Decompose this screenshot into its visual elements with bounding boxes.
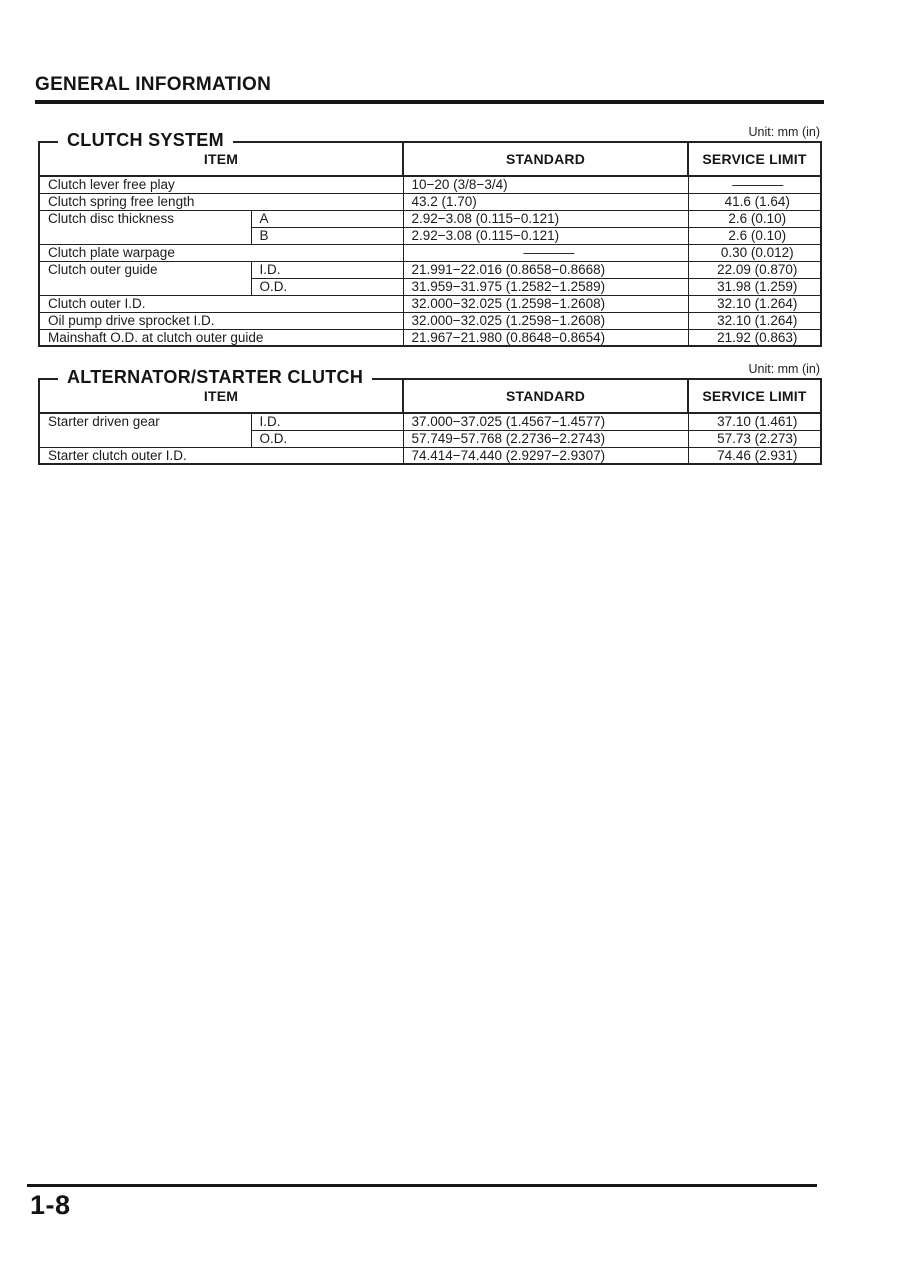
footer-rule (27, 1184, 817, 1187)
table-row: Mainshaft O.D. at clutch outer guide 21.… (38, 328, 822, 347)
item-cell: Mainshaft O.D. at clutch outer guide (38, 328, 404, 347)
sub-item-cell: O.D. (250, 429, 404, 448)
item-cell: Clutch outer I.D. (38, 294, 404, 313)
service-limit-cell: 2.6 (0.10) (687, 226, 822, 245)
unit-label: Unit: mm (in) (748, 125, 820, 139)
item-cell: Starter clutch outer I.D. (38, 446, 404, 465)
service-limit-cell: 41.6 (1.64) (687, 192, 822, 211)
service-limit-cell: 32.10 (1.264) (687, 294, 822, 313)
standard-cell: 57.749−57.768 (2.2736−2.2743) (402, 429, 689, 448)
column-header-standard: STANDARD (402, 141, 689, 177)
sub-item-cell: O.D. (250, 277, 404, 296)
table-row: Starter clutch outer I.D. 74.414−74.440 … (38, 446, 822, 465)
standard-cell: 31.959−31.975 (1.2582−1.2589) (402, 277, 689, 296)
section-title-clutch-system: CLUTCH SYSTEM (58, 129, 233, 152)
standard-cell: 43.2 (1.70) (402, 192, 689, 211)
table-row: Oil pump drive sprocket I.D. 32.000−32.0… (38, 311, 822, 330)
column-header-standard: STANDARD (402, 378, 689, 414)
table-row: Clutch plate warpage ———— 0.30 (0.012) (38, 243, 822, 262)
table-row: B 2.92−3.08 (0.115−0.121) 2.6 (0.10) (39, 226, 822, 245)
clutch-system-section: Unit: mm (in) CLUTCH SYSTEM ITEM STANDAR… (38, 125, 822, 347)
standard-cell: ———— (402, 243, 689, 262)
item-cell: Clutch plate warpage (38, 243, 404, 262)
standard-cell: 2.92−3.08 (0.115−0.121) (402, 226, 689, 245)
service-limit-cell: 74.46 (2.931) (687, 446, 822, 465)
service-limit-cell: 57.73 (2.273) (687, 429, 822, 448)
table-row: Clutch spring free length 43.2 (1.70) 41… (38, 192, 822, 211)
table-row: Clutch outer guide I.D. 21.991−22.016 (0… (38, 260, 822, 296)
sub-item-cell: I.D. (250, 260, 404, 279)
service-limit-cell: 31.98 (1.259) (687, 277, 822, 296)
section-title-alternator-starter-clutch: ALTERNATOR/STARTER CLUTCH (58, 366, 373, 389)
clutch-system-table: ITEM STANDARD SERVICE LIMIT Clutch lever… (38, 141, 822, 347)
standard-cell: 2.92−3.08 (0.115−0.121) (402, 209, 689, 228)
unit-label: Unit: mm (in) (748, 362, 820, 376)
service-limit-cell: 21.92 (0.863) (687, 328, 822, 347)
column-header-service-limit: SERVICE LIMIT (687, 378, 822, 414)
service-limit-cell: 22.09 (0.870) (687, 260, 822, 279)
item-cell: Clutch outer guide (38, 260, 252, 296)
page-number: 1-8 (30, 1190, 71, 1220)
standard-cell: 32.000−32.025 (1.2598−1.2608) (402, 294, 689, 313)
item-cell: Clutch lever free play (38, 175, 404, 194)
table-row: Clutch lever free play 10−20 (3/8−3/4) —… (38, 175, 822, 194)
sub-item-cell: I.D. (250, 412, 404, 431)
service-limit-cell: 2.6 (0.10) (687, 209, 822, 228)
table-row: Clutch disc thickness A 2.92−3.08 (0.115… (38, 209, 822, 245)
item-cell: Oil pump drive sprocket I.D. (38, 311, 404, 330)
standard-cell: 37.000−37.025 (1.4567−1.4577) (402, 412, 689, 431)
service-limit-cell: 32.10 (1.264) (687, 311, 822, 330)
service-limit-cell: 37.10 (1.461) (687, 412, 822, 431)
alternator-starter-clutch-table: ITEM STANDARD SERVICE LIMIT Starter driv… (38, 378, 822, 465)
standard-cell: 21.991−22.016 (0.8658−0.8668) (402, 260, 689, 279)
column-header-service-limit: SERVICE LIMIT (687, 141, 822, 177)
item-cell: Clutch disc thickness (38, 209, 252, 245)
table-header-row: ITEM STANDARD SERVICE LIMIT (38, 141, 822, 177)
standard-cell: 74.414−74.440 (2.9297−2.9307) (402, 446, 689, 465)
standard-cell: 21.967−21.980 (0.8648−0.8654) (402, 328, 689, 347)
sub-item-cell: A (250, 209, 404, 228)
alternator-starter-clutch-section: Unit: mm (in) ALTERNATOR/STARTER CLUTCH … (38, 362, 822, 465)
service-limit-cell: 0.30 (0.012) (687, 243, 822, 262)
page-title: GENERAL INFORMATION (35, 74, 272, 95)
sub-item-cell: B (250, 226, 404, 245)
standard-cell: 32.000−32.025 (1.2598−1.2608) (402, 311, 689, 330)
item-cell: Starter driven gear (38, 412, 252, 448)
item-cell: Clutch spring free length (38, 192, 404, 211)
service-limit-cell: ———— (687, 175, 822, 194)
table-row: Clutch outer I.D. 32.000−32.025 (1.2598−… (38, 294, 822, 313)
table-row: Starter driven gear I.D. 37.000−37.025 (… (38, 412, 822, 448)
header-rule (35, 100, 824, 104)
standard-cell: 10−20 (3/8−3/4) (402, 175, 689, 194)
